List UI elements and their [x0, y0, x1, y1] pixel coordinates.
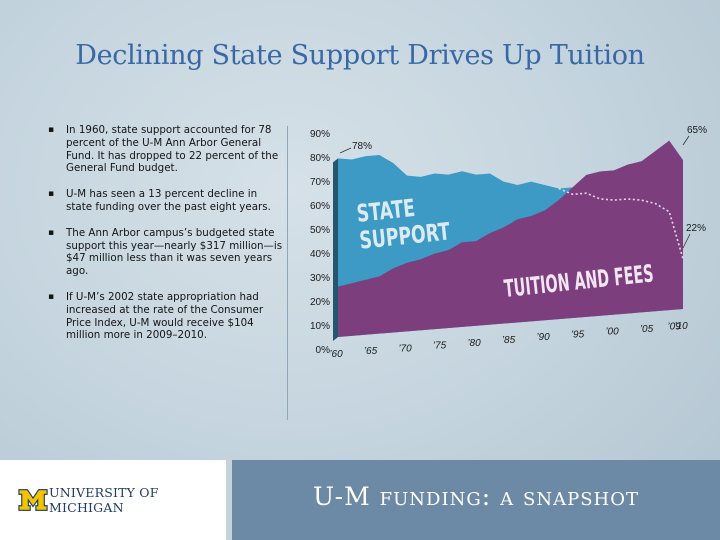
y-tick-label: 0%: [316, 345, 331, 356]
y-tick-label: 70%: [310, 177, 330, 188]
x-tick-label: ’65: [364, 346, 378, 357]
annotation-label: 65%: [687, 125, 707, 136]
bullet-item: The Ann Arbor campus’s budgeted state su…: [46, 227, 286, 278]
x-tick-label: ’00: [605, 327, 619, 338]
y-tick-label: 30%: [310, 273, 330, 284]
x-tick-label: ’80: [467, 338, 481, 349]
x-tick-label: ’90: [536, 332, 550, 343]
y-tick-label: 90%: [310, 129, 330, 140]
series-label-state-support: STATESUPPORT: [355, 191, 452, 255]
y-tick-label: 60%: [310, 201, 330, 212]
y-tick-label: 20%: [310, 297, 330, 308]
bullet-item: U-M has seen a 13 percent decline in sta…: [46, 188, 286, 214]
annotation-label: 78%: [352, 141, 372, 152]
footer-logo-panel: UNIVERSITY OF MICHIGAN: [0, 460, 226, 540]
logo-text: UNIVERSITY OF MICHIGAN: [49, 485, 159, 515]
area-side-wall: [333, 158, 338, 341]
annotation-leader: [682, 233, 691, 249]
y-tick-label: 40%: [310, 249, 330, 260]
state-support-dotted-line: [558, 187, 684, 259]
x-tick-label: ’09: [667, 322, 681, 333]
footer-caption-band: U-M funding: a snapshot: [232, 460, 720, 540]
footer-separator: [226, 460, 232, 540]
tuition-area: [338, 140, 683, 337]
y-tick-label: 10%: [310, 321, 330, 332]
column-divider: [287, 126, 288, 420]
annotation-label: 22%: [686, 223, 706, 234]
bullet-list: In 1960, state support accounted for 78 …: [46, 124, 286, 355]
footer-caption: U-M funding: a snapshot: [313, 482, 639, 511]
x-tick-label: ’75: [433, 341, 447, 352]
slide-title: Declining State Support Drives Up Tuitio…: [75, 40, 645, 71]
funding-area-chart: 0% 10% 20% 30% 40% 50% 60% 70% 80% 90% ’60 ’65 ’70 ’…: [310, 125, 707, 360]
y-tick-label: 50%: [310, 225, 330, 236]
x-tick-label: ’70: [398, 343, 412, 354]
x-tick-label: ’05: [640, 324, 654, 335]
x-tick-label: ’10: [674, 321, 688, 332]
bullet-item: If U-M’s 2002 state appropriation had in…: [46, 291, 286, 342]
x-tick-label: ’95: [571, 329, 585, 340]
bullet-item: In 1960, state support accounted for 78 …: [46, 124, 286, 175]
y-tick-label: 80%: [310, 153, 330, 164]
x-tick-label: ’85: [502, 335, 516, 346]
university-logo: UNIVERSITY OF MICHIGAN: [18, 485, 226, 515]
annotation-leader: [682, 135, 690, 146]
x-tick-label: ’60: [329, 349, 343, 360]
block-m-icon: [18, 489, 48, 511]
annotation-leader: [339, 147, 352, 154]
